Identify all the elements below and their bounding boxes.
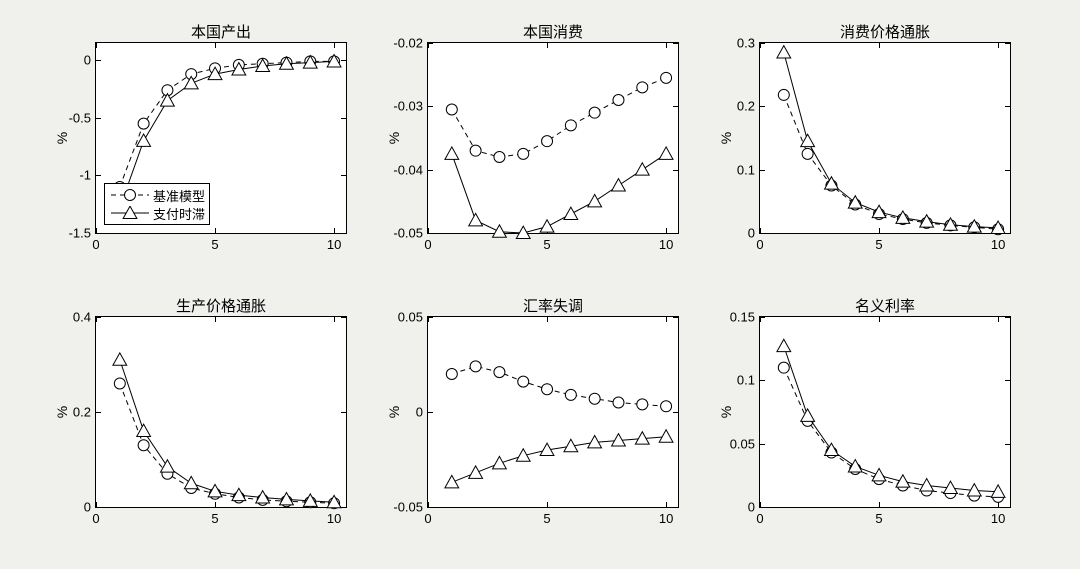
figure-root: 本国产出%-1.5-1-0.500510 基准模型 支付时滞本国消费%-0.05…: [0, 0, 1080, 569]
series-line-baseline: [784, 95, 998, 229]
y-tick-label: -0.5: [69, 110, 91, 125]
panel-title: 消费价格通胀: [760, 21, 1010, 42]
series-line-baseline: [784, 368, 998, 497]
plot-area: [428, 43, 678, 233]
series-markers-delay: [445, 430, 673, 488]
x-tick-label: 10: [659, 237, 673, 252]
legend-swatch-icon: [109, 206, 151, 220]
y-tick-label: 0.3: [737, 36, 755, 51]
chart-panel-3: 生产价格通胀%00.20.40510: [95, 316, 347, 508]
series-line-baseline: [120, 61, 334, 187]
x-tick-label: 0: [92, 237, 99, 252]
legend-label: 支付时滞: [153, 204, 205, 223]
series-line-delay: [452, 154, 666, 233]
series-markers-delay: [113, 353, 341, 508]
legend: 基准模型 支付时滞: [104, 183, 210, 225]
x-tick-label: 5: [211, 237, 218, 252]
chart-panel-0: 本国产出%-1.5-1-0.500510 基准模型 支付时滞: [95, 42, 347, 234]
y-tick-label: 0.05: [730, 436, 755, 451]
series-markers-delay: [777, 339, 1005, 497]
series-markers-delay: [777, 46, 1005, 234]
y-tick-label: -0.04: [393, 162, 423, 177]
y-tick-label: 0.05: [398, 310, 423, 325]
x-tick-label: 0: [424, 237, 431, 252]
x-tick-label: 10: [327, 237, 341, 252]
x-tick-label: 0: [756, 511, 763, 526]
series-line-delay: [784, 346, 998, 492]
x-tick-label: 5: [875, 511, 882, 526]
plot-area: [428, 317, 678, 507]
series-markers-baseline: [446, 72, 671, 162]
panel-title: 名义利率: [760, 295, 1010, 316]
y-tick-label: 0.1: [737, 162, 755, 177]
y-tick-label: 0.4: [73, 310, 91, 325]
x-tick-label: 10: [991, 237, 1005, 252]
x-tick-label: 10: [327, 511, 341, 526]
series-line-delay: [120, 360, 334, 503]
chart-panel-4: 汇率失调%-0.0500.050510: [427, 316, 679, 508]
y-tick-label: 0: [748, 500, 755, 515]
y-axis-label: %: [386, 406, 402, 418]
legend-item-baseline: 基准模型: [109, 186, 205, 204]
y-tick-label: 0: [84, 500, 91, 515]
y-axis-label: %: [54, 132, 70, 144]
series-markers-baseline: [114, 378, 339, 509]
x-tick-label: 5: [875, 237, 882, 252]
panel-title: 汇率失调: [428, 295, 678, 316]
series-line-delay: [784, 53, 998, 228]
y-tick-label: 0.2: [73, 405, 91, 420]
y-tick-label: 0: [416, 405, 423, 420]
y-axis-label: %: [54, 406, 70, 418]
y-axis-label: %: [718, 406, 734, 418]
x-tick-label: 5: [211, 511, 218, 526]
series-markers-delay: [445, 147, 673, 239]
y-tick-label: 0: [748, 226, 755, 241]
x-tick-label: 5: [543, 237, 550, 252]
series-line-baseline: [452, 366, 666, 406]
x-tick-label: 0: [756, 237, 763, 252]
chart-panel-1: 本国消费%-0.05-0.04-0.03-0.020510: [427, 42, 679, 234]
y-tick-label: -1.5: [69, 226, 91, 241]
series-markers-baseline: [446, 361, 671, 412]
series-markers-baseline: [114, 56, 339, 193]
chart-panel-2: 消费价格通胀%00.10.20.30510: [759, 42, 1011, 234]
x-tick-label: 10: [659, 511, 673, 526]
x-tick-label: 0: [424, 511, 431, 526]
y-tick-label: -0.02: [393, 36, 423, 51]
y-axis-label: %: [718, 132, 734, 144]
legend-item-delay: 支付时滞: [109, 204, 205, 222]
y-tick-label: 0.1: [737, 373, 755, 388]
y-tick-label: 0.2: [737, 99, 755, 114]
y-tick-label: -0.05: [393, 500, 423, 515]
panel-title: 生产价格通胀: [96, 295, 346, 316]
chart-panel-5: 名义利率%00.050.10.150510: [759, 316, 1011, 508]
plot-area: [760, 317, 1010, 507]
x-tick-label: 0: [92, 511, 99, 526]
y-tick-label: 0: [84, 53, 91, 68]
series-line-baseline: [452, 78, 666, 157]
series-line-delay: [452, 437, 666, 483]
legend-swatch-icon: [109, 188, 151, 202]
panel-title: 本国产出: [96, 21, 346, 42]
x-tick-label: 10: [991, 511, 1005, 526]
y-axis-label: %: [386, 132, 402, 144]
legend-label: 基准模型: [153, 186, 205, 205]
x-tick-label: 5: [543, 511, 550, 526]
y-tick-label: -0.03: [393, 99, 423, 114]
series-markers-baseline: [778, 362, 1003, 502]
y-tick-label: 0.15: [730, 310, 755, 325]
plot-area: [760, 43, 1010, 233]
y-tick-label: -0.05: [393, 226, 423, 241]
panel-title: 本国消费: [428, 21, 678, 42]
series-markers-baseline: [778, 89, 1003, 234]
y-tick-label: -1: [79, 168, 91, 183]
plot-area: [96, 317, 346, 507]
